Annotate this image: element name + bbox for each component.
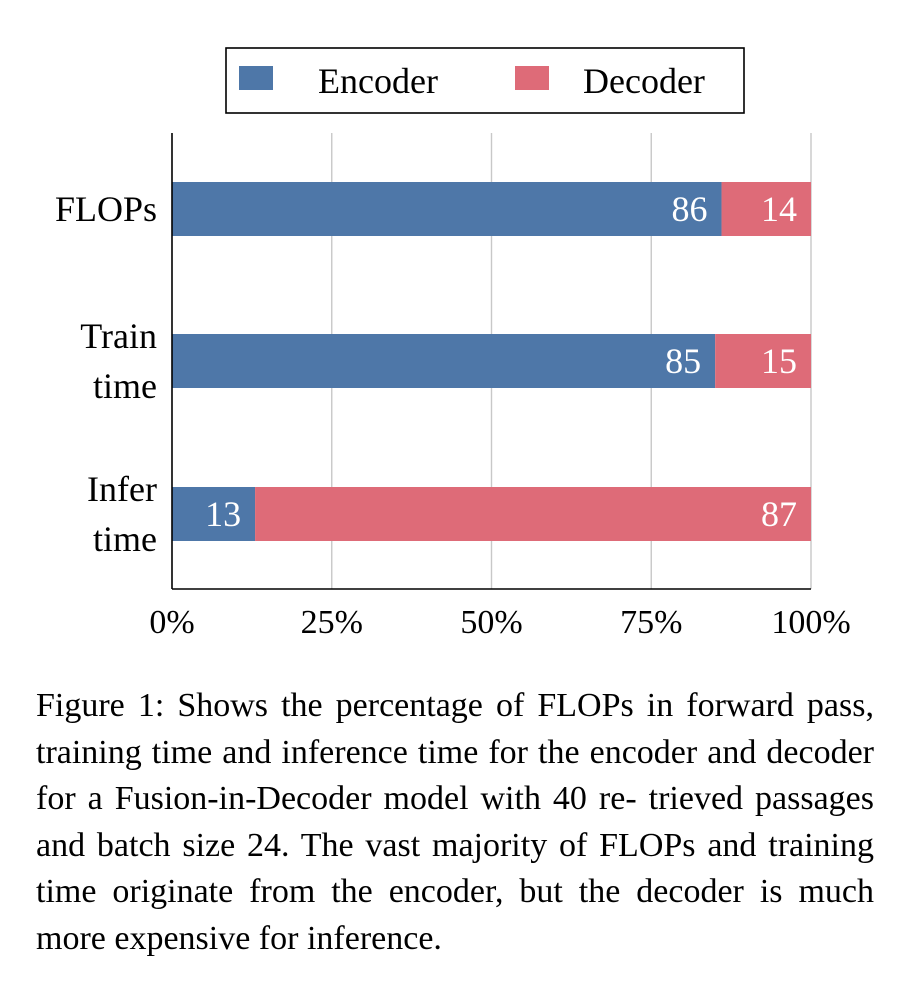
y-category-label-infer-time-line0: Infer [87, 469, 157, 509]
figure-caption: Figure 1: Shows the percentage of FLOPs … [36, 687, 874, 957]
bar-flops-decoder [721, 182, 811, 236]
bar-flops-encoder [172, 182, 722, 236]
x-tick-label-25: 25% [301, 604, 363, 641]
data-label-infer-time-decoder: 87 [761, 494, 797, 534]
x-tick-labels: 0% 25% 50% 75% 100% [149, 604, 850, 641]
y-category-label-train-time-line1: time [93, 366, 157, 406]
x-tick-label-100: 100% [771, 604, 850, 641]
legend-label-decoder: Decoder [583, 61, 705, 101]
y-category-label-infer-time-line1: time [93, 519, 157, 559]
y-category-label-flops-line0: FLOPs [55, 189, 157, 229]
x-tick-label-50: 50% [460, 604, 522, 641]
y-category-labels: FLOPs Train time Infer time [55, 189, 157, 559]
legend: Encoder Decoder [225, 47, 745, 114]
bars: 86 14 85 15 13 87 [172, 182, 811, 541]
bar-infer-time-decoder [255, 487, 811, 541]
bar-train-time-encoder [172, 334, 716, 388]
x-tick-label-0: 0% [149, 604, 194, 641]
legend-box [225, 47, 745, 114]
bar-train-time-decoder [715, 334, 811, 388]
x-tick-label-75: 75% [620, 604, 682, 641]
legend-swatch-decoder [515, 66, 549, 90]
data-label-infer-time-encoder: 13 [205, 494, 241, 534]
data-label-flops-encoder: 86 [672, 189, 708, 229]
y-category-label-train-time-line0: Train [80, 316, 157, 356]
axes [171, 133, 811, 590]
data-label-train-time-encoder: 85 [665, 341, 701, 381]
data-label-flops-decoder: 14 [761, 189, 797, 229]
data-label-train-time-decoder: 15 [761, 341, 797, 381]
stacked-bar-chart: Encoder Decoder 86 14 85 15 13 87 0% 25% 50% 75% 1… [55, 47, 851, 641]
bar-infer-time-encoder [172, 487, 256, 541]
legend-swatch-encoder [239, 66, 273, 90]
legend-label-encoder: Encoder [318, 61, 438, 101]
